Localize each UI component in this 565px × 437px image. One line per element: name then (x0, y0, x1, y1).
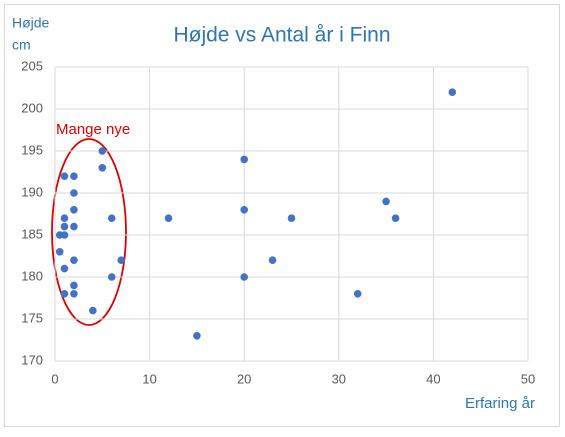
point (287, 214, 296, 222)
point (117, 256, 126, 265)
point (70, 290, 78, 298)
x-axis-title: Erfaring år (465, 395, 535, 412)
y-tick-label: 200 (21, 100, 43, 115)
point (98, 164, 107, 172)
x-tick-label: 0 (51, 371, 58, 386)
y-axis-title: Højde (12, 15, 50, 31)
chart-border (4, 4, 560, 427)
annotation: Mange nye (56, 121, 130, 138)
point (448, 88, 457, 96)
x-tick-label: 50 (521, 371, 535, 386)
point (60, 222, 69, 231)
point (60, 264, 69, 273)
point (70, 206, 78, 214)
y-tick-label: 170 (21, 352, 43, 367)
point (60, 172, 69, 180)
point (70, 189, 78, 197)
point (353, 290, 362, 298)
y-tick-label: 190 (21, 184, 43, 199)
point (70, 222, 78, 231)
point (55, 248, 64, 256)
x-tick-label: 20 (237, 371, 251, 386)
point (60, 290, 69, 298)
point (98, 147, 107, 155)
point (164, 214, 173, 222)
y-axis-title: cm (12, 37, 31, 53)
y-tick-label: 180 (21, 268, 43, 283)
point (240, 273, 248, 281)
point (70, 172, 78, 180)
y-tick-label: 175 (21, 310, 43, 325)
point (89, 306, 97, 315)
y-tick-label: 205 (21, 58, 43, 73)
point (60, 231, 69, 239)
y-tick-label: 185 (21, 226, 43, 241)
x-tick-label: 30 (332, 371, 346, 386)
x-tick-label: 10 (142, 371, 156, 386)
point (107, 214, 116, 222)
x-tick-label: 40 (426, 371, 440, 386)
annotation-ellipse (51, 138, 127, 326)
point (70, 256, 78, 265)
point (268, 256, 277, 265)
point (60, 214, 69, 222)
y-tick-label: 195 (21, 142, 43, 157)
point (391, 214, 400, 222)
point (70, 281, 78, 290)
point (193, 332, 201, 340)
point (107, 273, 116, 281)
point (240, 206, 248, 214)
chart-title: Højde vs Antal år i Finn (173, 24, 390, 47)
point (382, 197, 390, 206)
point (240, 155, 248, 164)
